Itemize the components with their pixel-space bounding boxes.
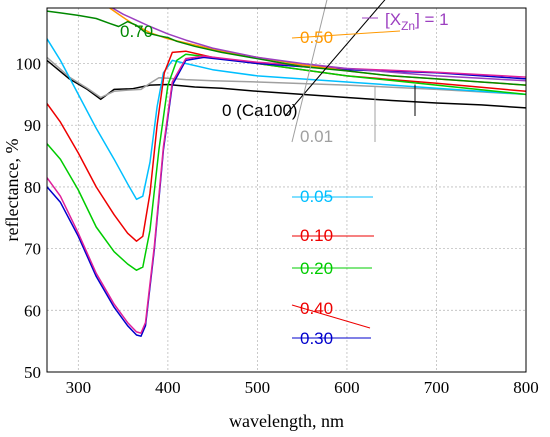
y-tick-label: 100 bbox=[16, 55, 42, 74]
series-line-0-01 bbox=[47, 56, 526, 99]
tick-labels: 300 400 500 600 700 800 50 60 70 80 90 100 bbox=[16, 55, 539, 397]
y-tick-label: 90 bbox=[24, 116, 41, 135]
y-tick-label: 50 bbox=[24, 363, 41, 382]
annotation-labels: 0 (Ca100)0.01 0.05 0.10 0.20 0.40 0.30 0.50 0.7… bbox=[120, 10, 449, 348]
annotation-label: 0.50 bbox=[300, 28, 333, 47]
annotation-label: 0.01 bbox=[300, 127, 333, 146]
series-line-0-ca100- bbox=[47, 59, 526, 109]
x-tick-label: 400 bbox=[155, 378, 181, 397]
x-tick-label: 300 bbox=[66, 378, 92, 397]
annotation-label: [XZn] = 1 bbox=[385, 10, 449, 33]
annotation-label: 0.30 bbox=[300, 329, 333, 348]
x-tick-label: 600 bbox=[334, 378, 360, 397]
leader-lines bbox=[284, 0, 416, 339]
annotation-label: 0 (Ca100) bbox=[222, 101, 298, 120]
annotation-label: 0.70 bbox=[120, 22, 153, 41]
leader-line bbox=[291, 0, 328, 143]
series-line-0-70 bbox=[47, 10, 526, 86]
series-line-0-05 bbox=[47, 38, 526, 201]
annotation-label: 0.40 bbox=[300, 299, 333, 318]
annotation-label: 0.10 bbox=[300, 226, 333, 245]
series-line-0-30 bbox=[47, 56, 526, 337]
x-axis-label: wavelength, nm bbox=[229, 411, 344, 431]
series-layer bbox=[47, 8, 526, 337]
leader-line bbox=[291, 304, 371, 329]
x-tick-label: 500 bbox=[245, 378, 271, 397]
leader-line bbox=[291, 30, 401, 39]
y-tick-label: 80 bbox=[24, 178, 41, 197]
annotation-label: 0.20 bbox=[300, 259, 333, 278]
annotation-label: 0.05 bbox=[300, 187, 333, 206]
y-axis-label: reflectance, % bbox=[2, 139, 22, 242]
series-line-0-20 bbox=[47, 53, 526, 271]
leader-line bbox=[284, 0, 386, 117]
y-tick-label: 70 bbox=[24, 240, 41, 259]
series-line-1 bbox=[112, 8, 526, 82]
plot-frame bbox=[46, 7, 527, 373]
x-tick-label: 800 bbox=[513, 378, 539, 397]
x-tick-label: 700 bbox=[424, 378, 450, 397]
series-line-0-40 bbox=[47, 55, 526, 334]
y-tick-label: 60 bbox=[24, 301, 41, 320]
